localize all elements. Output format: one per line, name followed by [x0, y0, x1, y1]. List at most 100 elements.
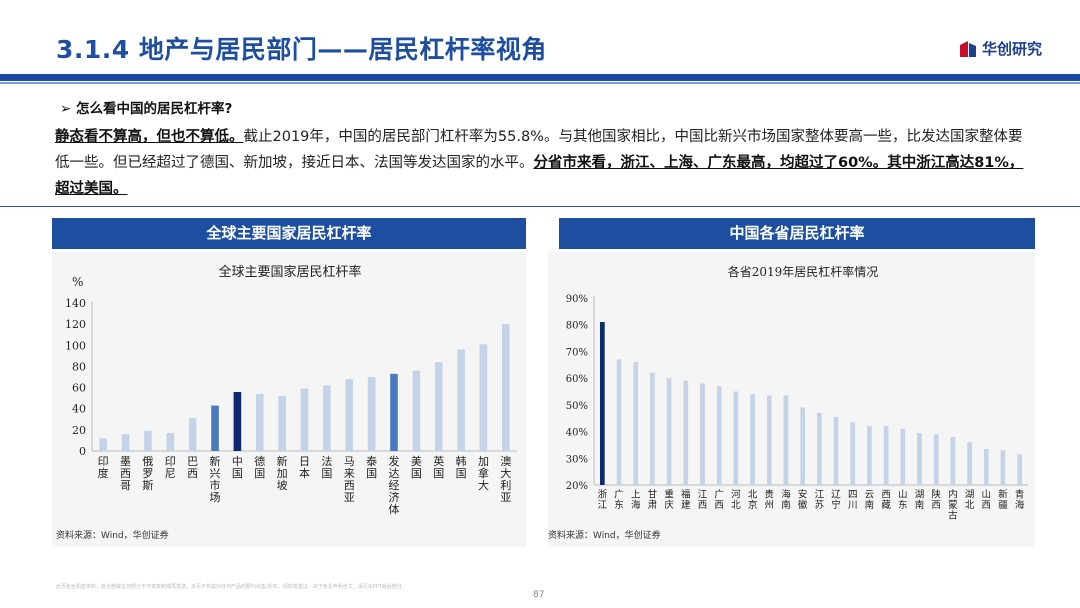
chart-source: 资料来源：Wind，华创证券	[56, 529, 169, 541]
bar	[650, 372, 655, 485]
svg-text:北: 北	[965, 500, 975, 511]
x-tick-label: 山西	[982, 490, 992, 512]
svg-text:海: 海	[781, 489, 791, 501]
svg-text:韩: 韩	[456, 454, 467, 468]
svg-text:俄: 俄	[142, 455, 153, 468]
svg-text:北: 北	[731, 500, 741, 511]
y-tick-label: 140	[65, 297, 86, 310]
x-tick-label: 广西	[714, 489, 724, 512]
bar	[750, 394, 755, 485]
bar	[323, 385, 331, 451]
section-rule	[0, 206, 1080, 207]
svg-text:陕: 陕	[931, 489, 941, 501]
bar	[983, 448, 989, 485]
x-tick-label: 英国	[433, 454, 444, 480]
svg-text:州: 州	[765, 500, 775, 511]
x-tick-label: 墨西哥	[120, 455, 131, 492]
svg-text:浙: 浙	[598, 489, 608, 501]
disclaimer-note: 此页包含机密资料，其全部或任何部分不可被复制或再发送。本页不构成对任何产品的要约…	[56, 584, 407, 590]
svg-text:西: 西	[344, 479, 355, 492]
x-tick-label: 海南	[781, 489, 791, 512]
y-tick-label: 0	[79, 445, 86, 458]
bar	[867, 426, 872, 485]
bar	[1017, 454, 1022, 485]
x-tick-label: 西藏	[881, 490, 891, 512]
svg-text:南: 南	[915, 499, 925, 511]
global-leverage-chart: 全球主要国家居民杠杆率 % 资料来源：Wind，华创证券 0 20 40 60 80 10…	[56, 264, 517, 541]
x-tick-label: 福建	[681, 489, 691, 512]
bar	[666, 378, 672, 485]
svg-text:济: 济	[388, 490, 399, 504]
bar	[783, 395, 789, 485]
logo-text: 华创研究	[981, 40, 1042, 58]
svg-text:西: 西	[120, 467, 131, 480]
svg-text:尼: 尼	[165, 467, 176, 480]
x-tick-label: 青海	[1015, 489, 1025, 512]
svg-text:新: 新	[210, 454, 221, 468]
bar	[733, 391, 739, 485]
svg-text:国: 国	[433, 467, 444, 480]
x-tick-label: 江西	[698, 490, 708, 512]
bar	[766, 395, 772, 485]
bar	[300, 388, 309, 451]
svg-text:建: 建	[681, 499, 691, 511]
svg-text:本: 本	[299, 466, 310, 480]
svg-text:亚: 亚	[344, 491, 355, 504]
province-leverage-chart: 各省2019年居民杠杆率情况 资料来源：Wind，华创证券 20% 30% 40% 5…	[548, 264, 1028, 541]
x-tick-label: 新疆	[998, 489, 1008, 512]
svg-text:墨: 墨	[120, 455, 131, 468]
svg-text:京: 京	[748, 499, 758, 511]
y-tick-label: 100	[65, 339, 86, 352]
header-rule-thin	[0, 82, 1080, 84]
y-tick-label: 90%	[566, 294, 588, 305]
bar	[1000, 450, 1006, 485]
svg-text:南: 南	[865, 499, 875, 511]
svg-text:发: 发	[388, 454, 399, 468]
x-tick-label: 巴西	[187, 455, 198, 480]
chart-panel-global: 全球主要国家居民杠杆率 % 资料来源：Wind，华创证券 0 20 40 60 80 10…	[52, 252, 526, 547]
svg-text:日: 日	[299, 455, 310, 468]
svg-text:湖: 湖	[915, 490, 925, 501]
bar	[144, 430, 152, 451]
svg-text:德: 德	[254, 454, 265, 468]
x-tick-label: 韩国	[456, 454, 467, 480]
svg-text:利: 利	[500, 479, 511, 492]
bar	[683, 380, 689, 485]
bar	[502, 324, 510, 451]
y-tick-label: 60	[72, 382, 86, 395]
chart-panel-provinces: 各省2019年居民杠杆率情况 资料来源：Wind，华创证券 20% 30% 40% 5…	[548, 252, 1035, 547]
svg-text:斯: 斯	[142, 479, 153, 492]
svg-text:坡: 坡	[277, 479, 288, 492]
logo-mark-icon	[959, 40, 976, 57]
x-tick-label: 浙江	[598, 489, 608, 512]
page-number: 87	[533, 590, 545, 600]
svg-text:国: 国	[321, 467, 332, 480]
svg-text:安: 安	[798, 489, 808, 501]
x-tick-label: 四川	[848, 490, 858, 512]
bar	[412, 370, 421, 451]
x-tick-label: 江苏	[815, 490, 825, 512]
bar	[345, 379, 354, 451]
x-tick-label: 安徽	[798, 489, 808, 512]
bar	[616, 359, 622, 485]
svg-text:度: 度	[98, 466, 109, 480]
bar	[700, 383, 705, 485]
chart-title: 全球主要国家居民杠杆率	[218, 264, 361, 280]
svg-text:上: 上	[631, 490, 641, 501]
x-tick-label: 山东	[898, 490, 908, 512]
panel-header-provinces: 中国各省居民杠杆率	[559, 218, 1035, 249]
y-tick-label: 40%	[566, 428, 588, 439]
bar	[390, 373, 398, 451]
header-rule	[0, 74, 1080, 81]
x-tick-label: 中国	[232, 455, 243, 480]
svg-text:藏: 藏	[881, 499, 891, 511]
bar	[211, 405, 219, 451]
svg-text:大: 大	[500, 466, 511, 480]
svg-text:西: 西	[714, 500, 724, 511]
svg-text:东: 东	[898, 499, 908, 511]
brand-logo: 华创研究	[958, 38, 1042, 59]
svg-text:江: 江	[598, 500, 608, 511]
svg-text:国: 国	[232, 467, 243, 480]
svg-text:国: 国	[254, 467, 265, 480]
